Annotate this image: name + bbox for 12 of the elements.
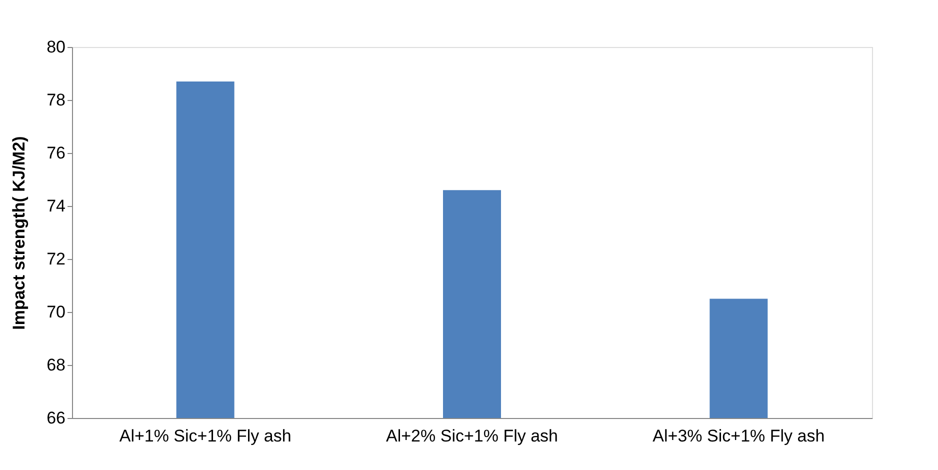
x-tick-label: Al+3% Sic+1% Fly ash — [652, 426, 825, 446]
x-tick-label: Al+1% Sic+1% Fly ash — [119, 426, 292, 446]
y-tick-label: 66 — [46, 408, 66, 428]
y-tick-label: 76 — [46, 144, 66, 162]
y-tick-label: 74 — [46, 196, 66, 216]
y-tick-label: 78 — [46, 90, 66, 110]
y-axis-title: Impact strength( KJ/M2) — [10, 136, 29, 330]
y-tick-label: 68 — [46, 356, 66, 374]
y-tick-label: 72 — [46, 250, 66, 268]
y-tick-label: 70 — [46, 302, 66, 322]
y-tick-label: 80 — [46, 38, 66, 56]
x-tick-label: Al+2% Sic+1% Fly ash — [386, 426, 558, 446]
